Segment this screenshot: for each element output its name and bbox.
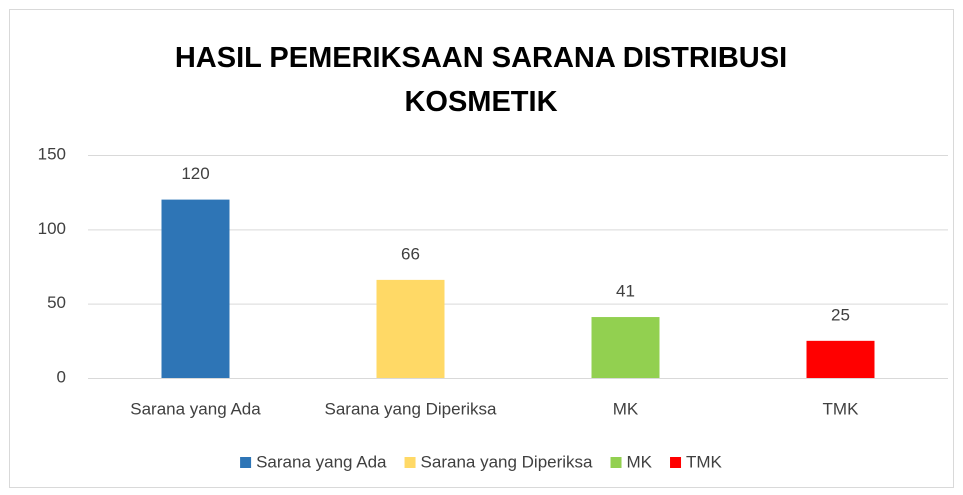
y-tick-label: 0: [57, 367, 66, 386]
bar: [376, 279, 445, 378]
data-label: 25: [831, 305, 850, 324]
x-tick-label: MK: [613, 399, 639, 418]
legend-label: TMK: [686, 452, 723, 471]
bar: [806, 340, 875, 378]
legend-label: Sarana yang Diperiksa: [421, 452, 594, 471]
legend-label: MK: [627, 452, 653, 471]
data-label: 66: [401, 244, 420, 263]
data-label: 41: [616, 282, 635, 301]
y-tick-label: 150: [38, 144, 66, 163]
y-tick-label: 50: [47, 293, 66, 312]
legend-swatch: [610, 457, 622, 468]
chart-title: HASIL PEMERIKSAAN SARANA DISTRIBUSI KOSM…: [174, 42, 788, 118]
x-tick-label: Sarana yang Diperiksa: [325, 399, 498, 418]
x-tick-label: TMK: [823, 399, 860, 418]
legend-swatch: [404, 457, 416, 468]
legend-swatch: [240, 457, 252, 468]
x-tick-label: Sarana yang Ada: [130, 399, 261, 418]
legend-label: Sarana yang Ada: [256, 452, 387, 471]
bar: [591, 317, 660, 378]
bar: [161, 199, 230, 378]
data-label: 120: [181, 164, 209, 183]
legend-swatch: [670, 457, 682, 468]
y-tick-label: 100: [38, 219, 66, 238]
